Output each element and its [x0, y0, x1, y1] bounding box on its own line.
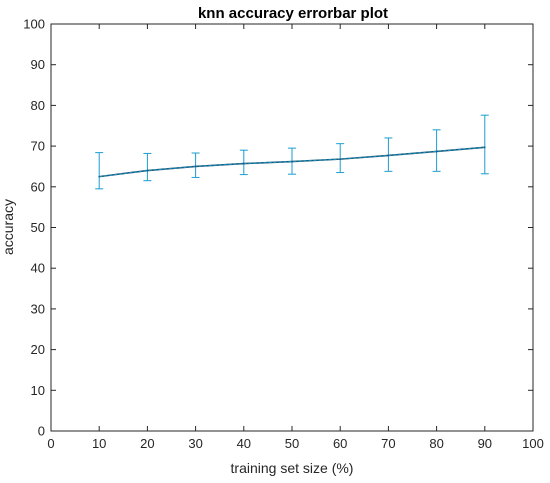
data-point [243, 162, 245, 165]
data-point [339, 158, 342, 160]
x-tick-label: 90 [478, 436, 492, 451]
y-tick-label: 30 [31, 301, 45, 316]
x-tick-label: 80 [429, 436, 443, 451]
y-axis-label: accuracy [0, 199, 16, 255]
y-tick-label: 0 [38, 424, 45, 439]
x-tick-label: 40 [237, 436, 251, 451]
x-tick-label: 30 [188, 436, 202, 451]
y-tick-label: 10 [31, 383, 45, 398]
y-tick-label: 80 [31, 98, 45, 113]
data-point [194, 165, 197, 168]
x-tick-label: 50 [285, 436, 299, 451]
y-tick-label: 90 [31, 57, 45, 72]
y-tick-label: 70 [31, 139, 45, 154]
y-tick-label: 40 [31, 261, 45, 276]
data-layer [95, 114, 489, 190]
data-point [146, 169, 149, 172]
y-tick-label: 50 [31, 220, 45, 235]
axis-ticks: 0 10 20 30 40 50 60 70 80 90 100 0 10 20 30 40 50 60 70 80 9… [23, 17, 544, 452]
x-axis-label: training set size (%) [231, 460, 354, 476]
data-point [484, 146, 486, 149]
chart-title: knn accuracy errorbar plot [198, 5, 388, 22]
x-tick-label: 20 [140, 436, 154, 451]
data-point [435, 150, 438, 153]
x-tick-label: 0 [47, 436, 54, 451]
data-point [291, 160, 293, 163]
x-tick-label: 100 [522, 436, 544, 451]
x-tick-label: 70 [381, 436, 395, 451]
y-tick-label: 100 [23, 17, 45, 32]
data-point [387, 154, 390, 157]
x-tick-label: 10 [92, 436, 106, 451]
plot-area-frame [50, 23, 534, 432]
y-tick-label: 20 [31, 342, 45, 357]
series-line-overlay [99, 146, 485, 178]
series-0 [95, 114, 489, 190]
y-tick-label: 60 [31, 179, 45, 194]
x-tick-label: 60 [333, 436, 347, 451]
data-point [98, 175, 100, 178]
